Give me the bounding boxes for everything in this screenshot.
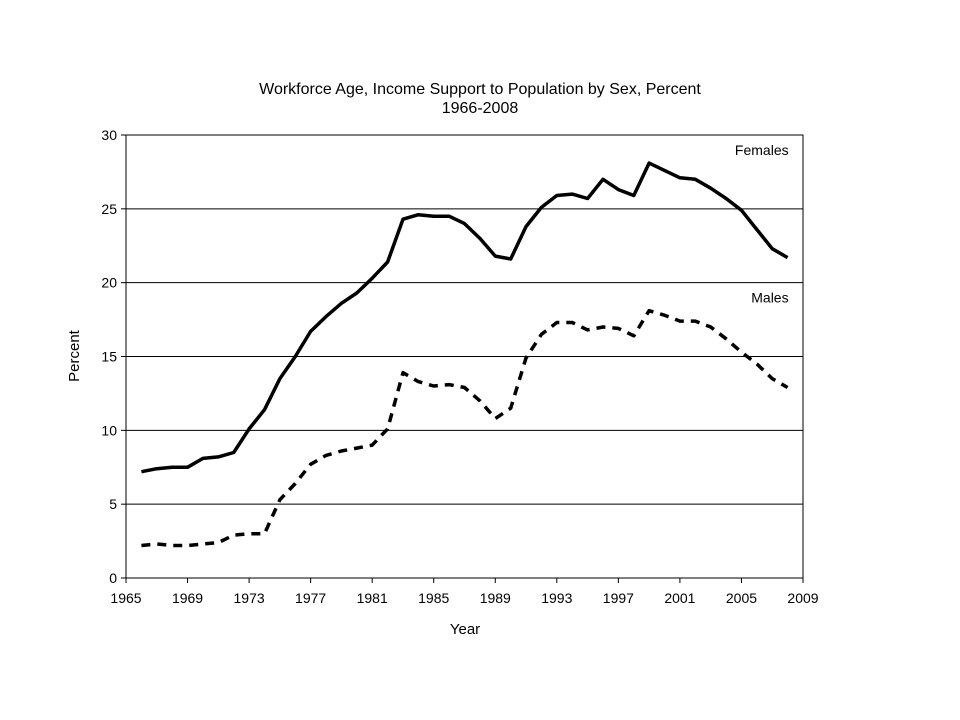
x-tick-label: 1965 bbox=[110, 590, 141, 606]
x-tick-label: 2009 bbox=[787, 590, 818, 606]
y-tick-label: 0 bbox=[109, 570, 117, 586]
y-tick-label: 30 bbox=[101, 127, 117, 143]
series-line-females bbox=[141, 161, 789, 474]
x-tick-label: 1997 bbox=[603, 590, 634, 606]
x-tick-label: 1989 bbox=[480, 590, 511, 606]
y-axis-label: Percent bbox=[66, 329, 83, 382]
x-tick-label: 1977 bbox=[295, 590, 326, 606]
y-tick-label: 5 bbox=[109, 496, 117, 512]
y-tick-label: 25 bbox=[101, 201, 117, 217]
x-tick-label: 1985 bbox=[418, 590, 449, 606]
series-labels: Females Males bbox=[735, 142, 789, 306]
series-line-males bbox=[141, 308, 789, 548]
x-tick-label: 2001 bbox=[664, 590, 695, 606]
x-tick-label: 1973 bbox=[234, 590, 265, 606]
chart-title-block: Workforce Age, Income Support to Populat… bbox=[0, 80, 960, 118]
x-tick-label: 1993 bbox=[541, 590, 572, 606]
series-lines bbox=[141, 161, 789, 548]
y-axis-ticks: 0 5 10 15 20 25 30 bbox=[101, 127, 126, 586]
series-label-males: Males bbox=[751, 290, 788, 306]
x-tick-label: 1981 bbox=[357, 590, 388, 606]
y-tick-label: 20 bbox=[101, 275, 117, 291]
x-axis-ticks: 1965 1969 1973 1977 1981 1985 1989 1993 1997 2001… bbox=[110, 578, 819, 606]
x-tick-label: 1969 bbox=[172, 590, 203, 606]
chart-title: Workforce Age, Income Support to Populat… bbox=[259, 81, 701, 98]
x-axis-label: Year bbox=[450, 621, 480, 638]
y-tick-label: 10 bbox=[101, 422, 117, 438]
series-label-females: Females bbox=[735, 142, 789, 158]
gridlines bbox=[126, 208, 803, 505]
y-tick-label: 15 bbox=[101, 349, 117, 365]
chart-subtitle: 1966-2008 bbox=[441, 100, 519, 117]
x-tick-label: 2005 bbox=[726, 590, 757, 606]
